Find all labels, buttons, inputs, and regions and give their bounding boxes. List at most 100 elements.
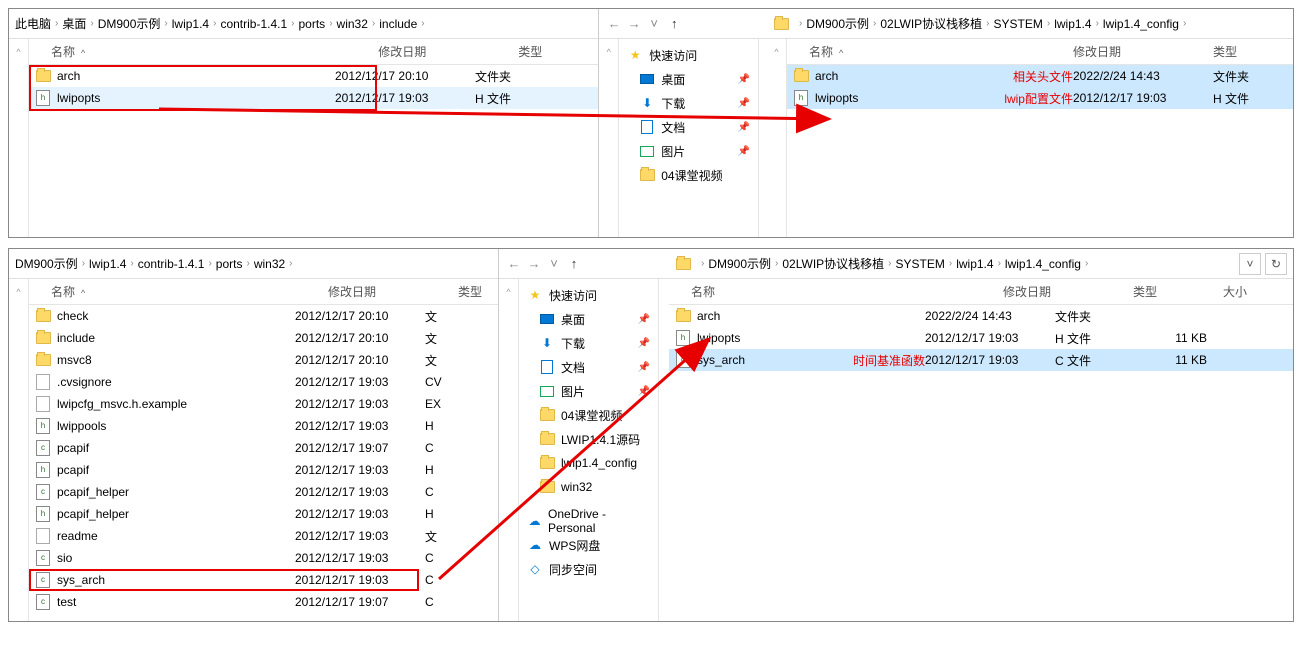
breadcrumb-item[interactable]: win32 bbox=[337, 17, 368, 31]
file-row[interactable]: arch相关头文件2022/2/24 14:43文件夹 bbox=[787, 65, 1293, 87]
file-row[interactable]: include2012/12/17 20:10文 bbox=[29, 327, 498, 349]
qa-item[interactable]: ☁OneDrive - Personal bbox=[519, 509, 658, 533]
file-row[interactable]: pcapif_helper2012/12/17 19:03H bbox=[29, 503, 498, 525]
breadcrumb-item[interactable]: lwip1.4 bbox=[1054, 17, 1091, 31]
breadcrumb-item[interactable]: DM900示例 bbox=[806, 15, 869, 32]
recent-icon[interactable]: ˅ bbox=[645, 15, 663, 33]
file-row[interactable]: pcapif_helper2012/12/17 19:03C bbox=[29, 481, 498, 503]
breadcrumb[interactable]: › DM900示例›02LWIP协议栈移植›SYSTEM›lwip1.4›lwi… bbox=[669, 249, 1293, 279]
breadcrumb[interactable]: 此电脑›桌面›DM900示例›lwip1.4›contrib-1.4.1›por… bbox=[9, 9, 598, 39]
scroll-strip[interactable]: ^ bbox=[9, 279, 29, 621]
col-type[interactable]: 类型 bbox=[518, 43, 598, 60]
col-name[interactable]: 名称 bbox=[809, 45, 833, 59]
breadcrumb-item[interactable]: DM900示例 bbox=[708, 255, 771, 272]
file-row[interactable]: readme2012/12/17 19:03文 bbox=[29, 525, 498, 547]
file-row[interactable]: lwipopts2012/12/17 19:03H 文件 bbox=[29, 87, 598, 109]
breadcrumb-item[interactable]: DM900示例 bbox=[15, 255, 78, 272]
qa-item[interactable]: ◇同步空间 bbox=[519, 557, 658, 581]
up-icon[interactable]: ↑ bbox=[665, 15, 683, 33]
list-header[interactable]: 名称^ 修改日期 类型 bbox=[29, 279, 498, 305]
file-row[interactable]: lwippools2012/12/17 19:03H bbox=[29, 415, 498, 437]
up-icon[interactable]: ↑ bbox=[565, 255, 583, 273]
dropdown-button[interactable]: ˅ bbox=[1239, 253, 1261, 275]
col-date[interactable]: 修改日期 bbox=[328, 283, 458, 300]
back-icon[interactable]: ← bbox=[505, 255, 523, 273]
col-name[interactable]: 名称 bbox=[51, 285, 75, 299]
col-type[interactable]: 类型 bbox=[1133, 283, 1223, 300]
back-icon[interactable]: ← bbox=[605, 15, 623, 33]
breadcrumb-item[interactable]: 此电脑 bbox=[15, 15, 51, 32]
qa-item[interactable]: ☁WPS网盘 bbox=[519, 533, 658, 557]
breadcrumb-item[interactable]: lwip1.4 bbox=[89, 257, 126, 271]
breadcrumb-item[interactable]: 桌面 bbox=[62, 15, 86, 32]
col-date[interactable]: 修改日期 bbox=[378, 43, 518, 60]
file-row[interactable]: check2012/12/17 20:10文 bbox=[29, 305, 498, 327]
breadcrumb[interactable]: › DM900示例›02LWIP协议栈移植›SYSTEM›lwip1.4›lwi… bbox=[767, 9, 1293, 39]
file-row[interactable]: sys_arch时间基准函数2012/12/17 19:03C 文件11 KB bbox=[669, 349, 1293, 371]
qa-item[interactable]: ⬇下载📌 bbox=[519, 331, 658, 355]
file-row[interactable]: lwipoptslwip配置文件2012/12/17 19:03H 文件 bbox=[787, 87, 1293, 109]
qa-item[interactable]: LWIP1.4.1源码 bbox=[519, 427, 658, 451]
breadcrumb-item[interactable]: contrib-1.4.1 bbox=[220, 17, 287, 31]
file-row[interactable]: sys_arch2012/12/17 19:03C bbox=[29, 569, 498, 591]
breadcrumb-item[interactable]: SYSTEM bbox=[896, 257, 945, 271]
col-name[interactable]: 名称 bbox=[51, 45, 75, 59]
file-row[interactable]: .cvsignore2012/12/17 19:03CV bbox=[29, 371, 498, 393]
qa-item[interactable]: 图片📌 bbox=[619, 139, 758, 163]
qa-item[interactable]: 桌面📌 bbox=[519, 307, 658, 331]
quick-access-header[interactable]: ★快速访问 bbox=[519, 283, 658, 307]
col-type[interactable]: 类型 bbox=[1213, 43, 1293, 60]
file-row[interactable]: arch2012/12/17 20:10文件夹 bbox=[29, 65, 598, 87]
panel-left: DM900示例›lwip1.4›contrib-1.4.1›ports›win3… bbox=[9, 249, 499, 621]
qa-item[interactable]: win32 bbox=[519, 475, 658, 499]
col-date[interactable]: 修改日期 bbox=[1003, 283, 1133, 300]
breadcrumb-item[interactable]: DM900示例 bbox=[98, 15, 161, 32]
breadcrumb-item[interactable]: contrib-1.4.1 bbox=[138, 257, 205, 271]
scroll-strip[interactable]: ^ bbox=[767, 39, 787, 237]
breadcrumb-item[interactable]: lwip1.4 bbox=[956, 257, 993, 271]
col-type[interactable]: 类型 bbox=[458, 283, 498, 300]
breadcrumb-item[interactable]: lwip1.4_config bbox=[1103, 17, 1179, 31]
list-header[interactable]: 名称^ 修改日期 类型 bbox=[29, 39, 598, 65]
breadcrumb-item[interactable]: 02LWIP协议栈移植 bbox=[782, 255, 884, 272]
breadcrumb-item[interactable]: SYSTEM bbox=[994, 17, 1043, 31]
file-row[interactable]: sio2012/12/17 19:03C bbox=[29, 547, 498, 569]
file-row[interactable]: pcapif2012/12/17 19:03H bbox=[29, 459, 498, 481]
breadcrumb[interactable]: DM900示例›lwip1.4›contrib-1.4.1›ports›win3… bbox=[9, 249, 498, 279]
list-header[interactable]: 名称 修改日期 类型 大小 bbox=[669, 279, 1293, 305]
scroll-strip[interactable]: ^ bbox=[499, 279, 519, 621]
col-size[interactable]: 大小 bbox=[1223, 283, 1293, 300]
chevron-right-icon: › bbox=[799, 18, 802, 29]
qa-item[interactable]: 文档📌 bbox=[619, 115, 758, 139]
file-row[interactable]: test2012/12/17 19:07C bbox=[29, 591, 498, 613]
recent-icon[interactable]: ˅ bbox=[545, 255, 563, 273]
file-row[interactable]: arch2022/2/24 14:43文件夹 bbox=[669, 305, 1293, 327]
qa-item[interactable]: 桌面📌 bbox=[619, 67, 758, 91]
file-row[interactable]: pcapif2012/12/17 19:07C bbox=[29, 437, 498, 459]
file-row[interactable]: lwipcfg_msvc.h.example2012/12/17 19:03EX bbox=[29, 393, 498, 415]
breadcrumb-item[interactable]: lwip1.4 bbox=[172, 17, 209, 31]
file-type: 文 bbox=[425, 528, 465, 545]
breadcrumb-item[interactable]: win32 bbox=[254, 257, 285, 271]
quick-access-header[interactable]: ★快速访问 bbox=[619, 43, 758, 67]
breadcrumb-item[interactable]: ports bbox=[299, 17, 326, 31]
qa-item[interactable]: 04课堂视频 bbox=[519, 403, 658, 427]
qa-item[interactable]: 文档📌 bbox=[519, 355, 658, 379]
file-row[interactable]: msvc82012/12/17 20:10文 bbox=[29, 349, 498, 371]
breadcrumb-item[interactable]: lwip1.4_config bbox=[1005, 257, 1081, 271]
col-name[interactable]: 名称 bbox=[669, 283, 1003, 300]
file-row[interactable]: lwipopts2012/12/17 19:03H 文件11 KB bbox=[669, 327, 1293, 349]
breadcrumb-item[interactable]: include bbox=[379, 17, 417, 31]
col-date[interactable]: 修改日期 bbox=[1073, 43, 1213, 60]
breadcrumb-item[interactable]: 02LWIP协议栈移植 bbox=[880, 15, 982, 32]
qa-item[interactable]: 04课堂视频 bbox=[619, 163, 758, 187]
qa-item[interactable]: lwip1.4_config bbox=[519, 451, 658, 475]
list-header[interactable]: 名称^ 修改日期 类型 bbox=[787, 39, 1293, 65]
qa-item[interactable]: 图片📌 bbox=[519, 379, 658, 403]
refresh-button[interactable]: ↻ bbox=[1265, 253, 1287, 275]
qa-item[interactable]: ⬇下载📌 bbox=[619, 91, 758, 115]
hfile-icon bbox=[35, 462, 51, 478]
scroll-strip[interactable]: ^ bbox=[599, 39, 619, 237]
scroll-strip[interactable]: ^ bbox=[9, 39, 29, 237]
breadcrumb-item[interactable]: ports bbox=[216, 257, 243, 271]
